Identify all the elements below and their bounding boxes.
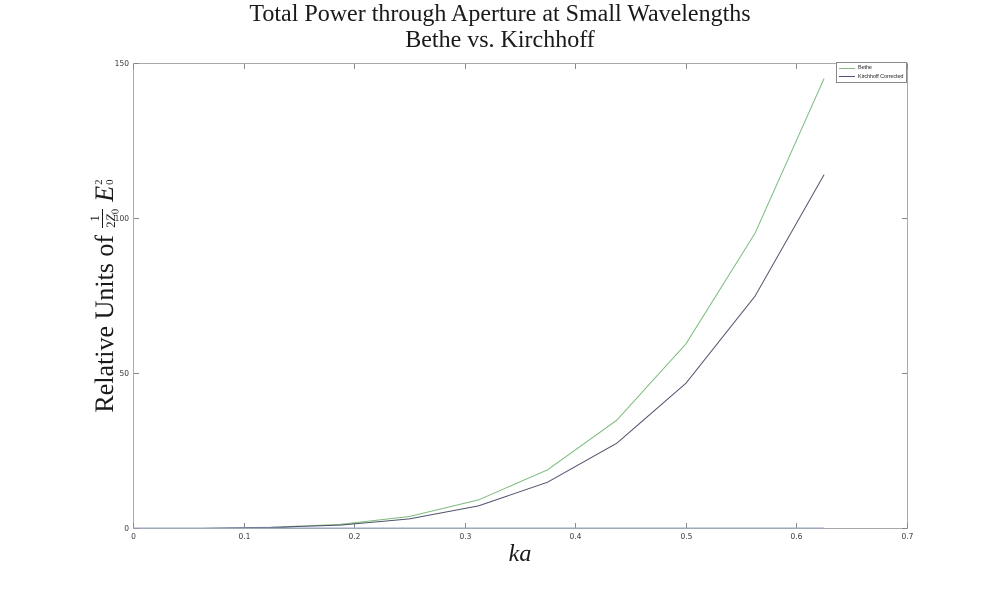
fraction-numerator: 1 xyxy=(86,215,102,222)
x-tick-label: 0.4 xyxy=(570,532,582,541)
series-line-kirchhoff-corrected xyxy=(133,174,825,529)
x-tick-label: 0.2 xyxy=(349,532,361,541)
y-tick-label: 50 xyxy=(119,369,129,378)
x-tick-label: 0.3 xyxy=(460,532,472,541)
axes-box xyxy=(133,63,908,529)
chart-title-line2: Bethe vs. Kirchhoff xyxy=(405,27,595,53)
series-line-bethe xyxy=(133,78,825,529)
legend-line-sample xyxy=(839,67,855,69)
legend-label: Kirchhoff Corrected xyxy=(858,73,904,80)
y-axis-label-text: Relative Units of xyxy=(90,234,119,413)
x-tick-label: 0.5 xyxy=(681,532,693,541)
x-tick-label: 0.1 xyxy=(239,532,251,541)
legend-line-sample xyxy=(839,76,855,78)
y-tick-label: 150 xyxy=(115,59,130,68)
y-tick-label: 100 xyxy=(115,214,130,223)
x-tick-label: 0.6 xyxy=(791,532,803,541)
y-tick-label: 0 xyxy=(124,524,129,533)
x-tick-label: 0.7 xyxy=(902,532,914,541)
legend: Bethe Kirchhoff Corrected xyxy=(836,62,907,83)
x-tick-label: 0 xyxy=(131,532,136,541)
x-axis-label: ka xyxy=(508,541,532,567)
chart-title-line1: Total Power through Aperture at Small Wa… xyxy=(249,1,751,27)
fraction-denominator: 2Z0 xyxy=(103,208,122,228)
legend-entry: Bethe xyxy=(839,64,904,73)
chart-title: Total Power through Aperture at Small Wa… xyxy=(0,1,1000,53)
legend-label: Bethe xyxy=(858,65,872,72)
y-axis-label-fraction: 1 2Z0 xyxy=(86,208,123,228)
legend-entry: Kirchhoff Corrected xyxy=(839,73,904,82)
